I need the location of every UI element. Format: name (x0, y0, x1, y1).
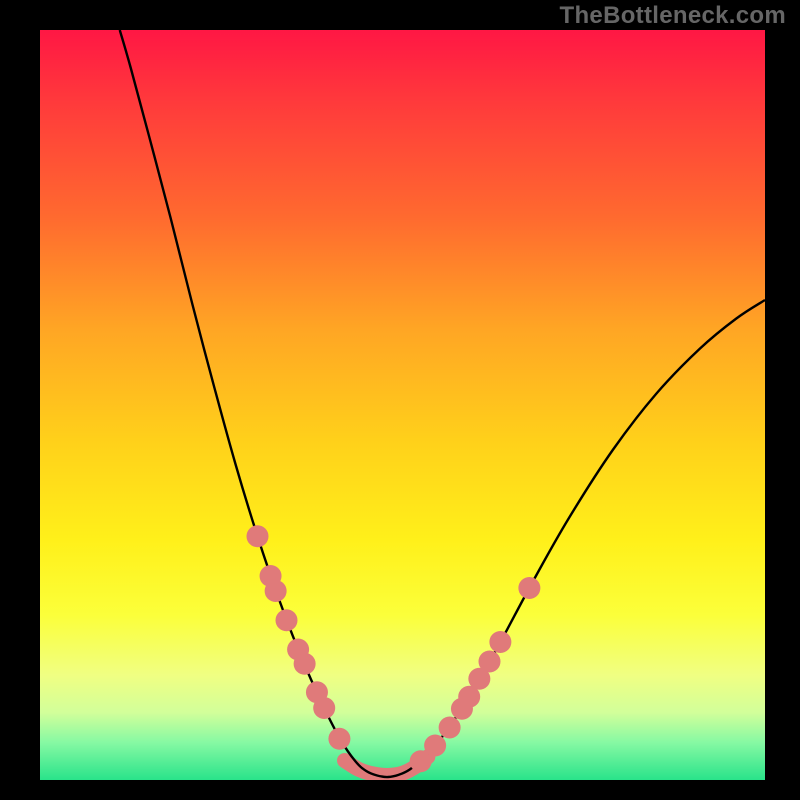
marker-dot (294, 653, 316, 675)
marker-dot (265, 580, 287, 602)
watermark-text: TheBottleneck.com (560, 2, 786, 30)
chart-frame: TheBottleneck.com (0, 0, 800, 800)
marker-dot (489, 631, 511, 653)
marker-dot (313, 697, 335, 719)
chart-svg (0, 0, 800, 800)
marker-dot (328, 728, 350, 750)
plot-background (40, 30, 765, 780)
marker-dot (479, 651, 501, 673)
marker-dot (439, 717, 461, 739)
marker-dot (276, 609, 298, 631)
marker-dot (518, 577, 540, 599)
marker-dot (247, 525, 269, 547)
marker-dot (424, 735, 446, 757)
